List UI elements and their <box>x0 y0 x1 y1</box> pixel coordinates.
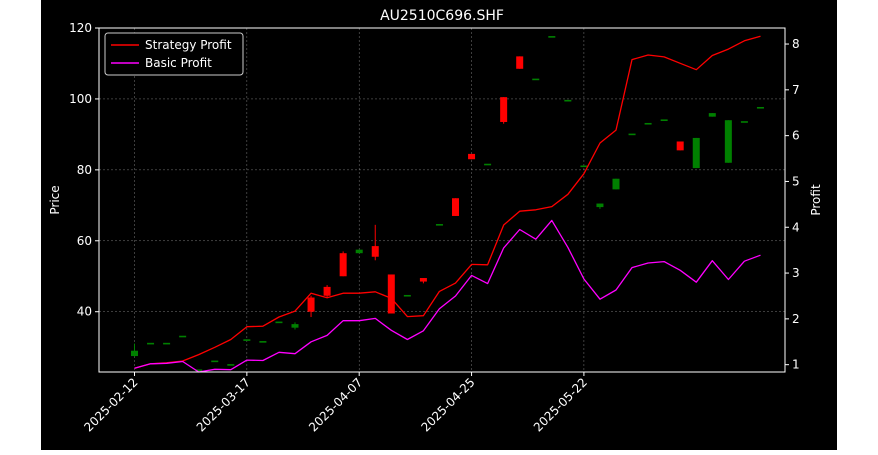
candle-body <box>660 119 668 122</box>
candles-layer <box>131 36 764 372</box>
tick-label-left-60: 60 <box>77 234 92 248</box>
series-line-basic-profit <box>134 219 761 373</box>
candle-body <box>628 133 636 136</box>
candle-body <box>179 335 187 338</box>
tick-label-right-4: 4 <box>792 220 800 234</box>
tick-label-right-2: 2 <box>792 312 800 326</box>
candle-body <box>564 99 572 102</box>
candle-body <box>403 294 411 297</box>
grid-layer <box>99 27 785 372</box>
tick-label-left-80: 80 <box>77 163 92 177</box>
candle-body <box>371 246 379 257</box>
tick-label-left-40: 40 <box>77 305 92 319</box>
candle-body <box>163 342 171 345</box>
candle-body <box>435 224 443 226</box>
candle-body <box>275 321 283 324</box>
tick-label-right-5: 5 <box>792 174 800 188</box>
tick-label-x-2025-04-07: 2025-04-07 <box>306 375 365 434</box>
candle-body <box>243 339 251 341</box>
candle-body <box>532 78 540 81</box>
candle-body <box>740 121 748 123</box>
tick-label-x-2025-04-25: 2025-04-25 <box>418 375 477 434</box>
tick-label-right-8: 8 <box>792 37 800 51</box>
candle-body <box>724 120 732 163</box>
figure: 40 60 80 100 120 1 2 3 4 5 6 7 8 2025-02-12 2025-03-17… <box>41 0 837 450</box>
candle-body <box>580 165 588 168</box>
candle-body <box>227 364 235 366</box>
tick-label-right-7: 7 <box>792 83 800 97</box>
tick-label-right-1: 1 <box>792 358 800 372</box>
tick-label-x-2025-02-12: 2025-02-12 <box>81 375 140 434</box>
candle-body <box>387 274 395 314</box>
series-line-strategy-profit <box>134 35 761 369</box>
lines-layer <box>134 35 761 373</box>
candle-body <box>612 178 620 190</box>
legend: Strategy Profit Basic Profit <box>104 32 244 76</box>
legend-box <box>104 32 244 76</box>
plot-frame <box>98 27 786 373</box>
tick-label-right-6: 6 <box>792 129 800 143</box>
candle-body <box>131 350 138 357</box>
tick-label-x-2025-05-22: 2025-05-22 <box>531 375 590 434</box>
candle-body <box>452 198 459 216</box>
candle-body <box>195 369 203 372</box>
tick-label-right-3: 3 <box>792 266 800 280</box>
legend-label-basic-profit: Basic Profit <box>145 56 212 70</box>
candle-body <box>548 36 556 38</box>
candle-body <box>644 122 652 125</box>
candle-body <box>708 113 716 117</box>
candle-body <box>307 297 315 312</box>
candle-body <box>692 137 700 169</box>
tick-label-x-2025-03-17: 2025-03-17 <box>194 375 253 434</box>
legend-label-strategy-profit: Strategy Profit <box>145 38 232 52</box>
chart: 40 60 80 100 120 1 2 3 4 5 6 7 8 2025-02-12 2025-03-17… <box>48 8 823 434</box>
candle-body <box>516 56 524 69</box>
chart-title: AU2510C696.SHF <box>380 8 504 24</box>
candle-body <box>339 253 347 277</box>
candle-body <box>419 278 427 282</box>
candle-body <box>484 163 492 166</box>
candle-body <box>147 342 155 345</box>
candle-body <box>468 153 476 160</box>
y-axis-label-left: Price <box>48 185 62 214</box>
candle-body <box>596 203 604 208</box>
candle-body <box>291 324 299 328</box>
candle-body <box>259 341 267 343</box>
candle-body <box>756 106 764 109</box>
candle-body <box>211 360 219 363</box>
candle-body <box>676 141 684 151</box>
candle-body <box>500 97 508 122</box>
tick-label-left-100: 100 <box>69 92 92 106</box>
candle-body <box>355 249 363 254</box>
candle-body <box>323 286 331 296</box>
y-axis-label-right: Profit <box>809 184 823 216</box>
tick-label-left-120: 120 <box>69 21 92 35</box>
